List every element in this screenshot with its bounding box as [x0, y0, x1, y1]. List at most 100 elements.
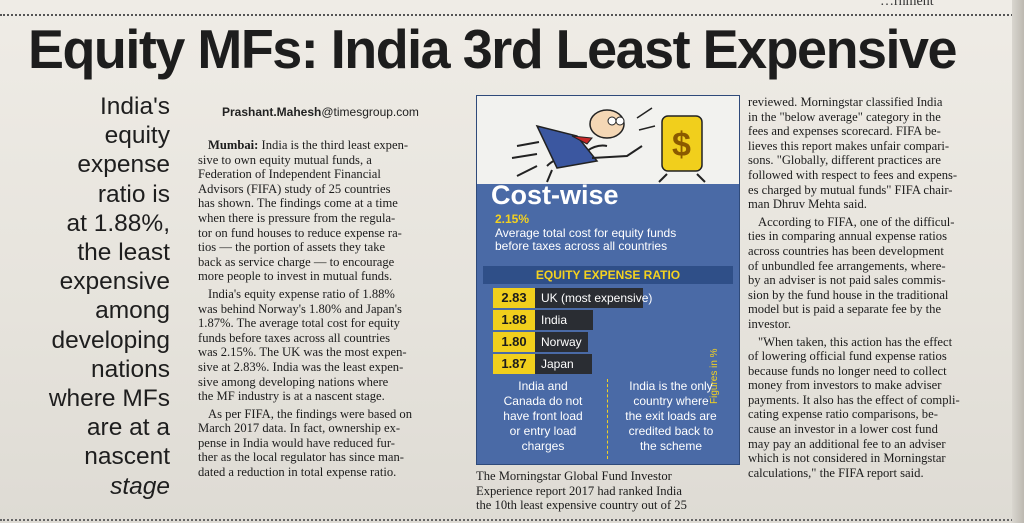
note-line: the exit loads are — [625, 409, 717, 423]
byline-name: Prashant.Mahesh — [222, 105, 322, 119]
text-line: which is not considered in Morningstar — [748, 451, 946, 466]
text-line: ther as the local regulator has since ma… — [198, 450, 404, 465]
text-line: es charged by mutual funds" FIFA chair- — [748, 182, 953, 197]
text-line: calculations," the FIFA report said. — [748, 465, 924, 480]
headline: Equity MFs: India 3rd Least Expensive — [28, 18, 958, 80]
expense-ratio-value: 1.87 — [493, 354, 535, 374]
text-line: has shown. The findings come at a time — [198, 196, 398, 211]
note-front-load: India and Canada do not have front load or … — [483, 379, 603, 454]
text-line: sive at 2.83%. India was the least expen… — [198, 359, 404, 374]
text-line: dated a reduction in total expense ratio… — [198, 465, 397, 480]
pull-quote-line: are at a — [86, 414, 170, 442]
text-line: Federation of Independent Financial — [198, 167, 381, 182]
note-line: credited back to — [628, 424, 714, 438]
text-line: According to FIFA, one of the difficul- — [758, 214, 955, 229]
text-line: was behind Norway's 1.80% and Japan's — [198, 301, 402, 316]
average-cost-value: 2.15% — [495, 212, 530, 226]
description-line: before taxes across all countries — [495, 238, 668, 253]
paragraph: "When taken, this action has the effect o… — [748, 335, 1004, 481]
note-line: charges — [521, 439, 565, 453]
top-dotted-rule — [0, 14, 1024, 16]
pull-quote-line: developing — [51, 326, 170, 354]
text-line: reviewed. Morningstar classified India — [748, 95, 943, 109]
text-line: ties in comparing annual expense ratios — [748, 229, 947, 244]
text-line: funds before taxes across all countries — [198, 330, 390, 345]
text-line: payments. It also has the effect of comp… — [748, 392, 960, 407]
expense-ratio-country: Norway — [541, 335, 582, 349]
text-line: "When taken, this action has the effect — [758, 334, 953, 349]
average-cost-description: Average total cost for equity funds befor… — [495, 227, 735, 252]
text-line: man Dhruv Mehta said. — [748, 197, 867, 212]
notes-divider — [607, 379, 608, 459]
expense-ratio-country: UK (most expensive) — [541, 291, 653, 305]
pull-quote-line: ratio is — [97, 180, 170, 208]
text-line: across countries has been development — [748, 243, 944, 258]
pull-quote-line: nations — [90, 355, 170, 383]
svg-text:$: $ — [672, 126, 691, 164]
expense-ratio-band: EQUITY EXPENSE RATIO — [483, 266, 733, 284]
expense-ratio-value: 2.83 — [493, 288, 535, 308]
text-line: cause an investor in a lower cost fund — [748, 422, 938, 437]
text-line: the MF industry is at a nascent stage. — [198, 389, 385, 404]
note-line: or entry load — [509, 424, 577, 438]
text-line: India's equity expense ratio of 1.88% — [208, 286, 395, 301]
pull-quote-line: expense — [77, 151, 170, 179]
article-column-2-text: The Morningstar Global Fund Investor Expe… — [476, 469, 740, 513]
text-line: fees and expenses scorecard. FIFA be- — [748, 124, 941, 139]
text-line: may pay an additional fee to an adviser — [748, 436, 946, 451]
description-line: Average total cost for equity funds — [495, 226, 677, 240]
text-line: sive among developing nations where — [198, 374, 389, 389]
cost-wise-infobox: $ Cost-wise 2.15% Average total cost for… — [476, 95, 740, 465]
article-column-3: reviewed. Morningstar classified India in… — [748, 95, 1004, 483]
text-line: 1.87%. The average total cost for equity — [198, 316, 400, 331]
pull-quote-line: India's — [99, 93, 170, 120]
pull-quote-line: at 1.88%, — [66, 209, 170, 237]
dateline: Mumbai: — [208, 138, 262, 152]
pull-quote-line: expensive — [59, 268, 170, 296]
note-line: India and — [518, 379, 568, 393]
text-line: investor. — [748, 316, 792, 331]
text-line: by an adviser is not paid sales commis- — [748, 273, 946, 288]
paragraph: As per FIFA, the findings were based on M… — [198, 407, 456, 480]
pull-quote: India's equity expense ratio is at 1.88%, the… — [18, 92, 170, 501]
note-line: the scheme — [639, 439, 703, 453]
running-man-dollar-icon: $ — [511, 107, 706, 183]
infobox-title: Cost-wise — [491, 180, 619, 210]
pull-quote-line: the least — [77, 239, 170, 267]
text-line: back as service charge — to encourage — [198, 254, 395, 269]
note-exit-load: India is the only country where the exit l… — [611, 379, 731, 454]
text-line: pense in India would have reduced fur- — [198, 435, 395, 450]
pull-quote-line: stage — [110, 472, 170, 500]
paragraph: India's equity expense ratio of 1.88% was… — [198, 287, 456, 404]
text-line: lieves this report makes unfair compari- — [748, 138, 950, 153]
paragraph: According to FIFA, one of the difficul-t… — [748, 215, 1004, 332]
expense-ratio-value: 1.88 — [493, 310, 535, 330]
text-line: Advisors (FIFA) study of 25 countries — [198, 181, 391, 196]
expense-ratio-country: Japan — [541, 357, 574, 371]
text-line: Experience report 2017 had ranked India — [476, 483, 682, 498]
note-line: have front load — [503, 409, 583, 423]
text-line: was 2.15%. The UK was the most expen- — [198, 345, 407, 360]
text-line: As per FIFA, the findings were based on — [208, 406, 413, 421]
text-line: of lowering official fund expense ratios — [748, 349, 947, 364]
text-line: tor on fund houses to reduce expense ra- — [198, 225, 402, 240]
page-edge-shadow — [1012, 0, 1024, 523]
text-line: money from investors to make adviser — [748, 378, 942, 393]
expense-ratio-country: India — [541, 313, 568, 327]
paragraph: reviewed. Morningstar classified India in… — [748, 95, 1004, 212]
pull-quote-line: equity — [104, 122, 170, 150]
text-line: tios — the portion of assets they take — [198, 240, 386, 255]
text-line: because funds no longer need to collect — [748, 363, 947, 378]
pull-quote-line: nascent — [84, 443, 170, 471]
text-line: March 2017 data. In fact, ownership ex- — [198, 421, 401, 436]
bottom-dotted-rule — [0, 519, 1024, 521]
text-line: the 10th least expensive country out of … — [476, 498, 687, 513]
top-text-fragment: …rnment — [880, 0, 934, 9]
text-line: sion by the fund house in the traditiona… — [748, 287, 949, 302]
expense-ratio-value: 1.80 — [493, 332, 535, 352]
paragraph: Mumbai: India is the third least expen-s… — [198, 138, 456, 284]
note-line: Canada do not — [503, 394, 583, 408]
cartoon-illustration: $ — [477, 96, 739, 184]
text-line: when there is pressure from the regula- — [198, 210, 396, 225]
text-line: sive to own equity mutual funds, a — [198, 152, 372, 167]
